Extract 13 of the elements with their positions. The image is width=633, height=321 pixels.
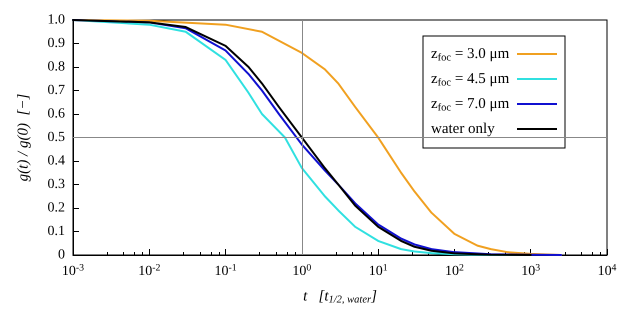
y-tick-label: 0.6: [48, 106, 65, 122]
y-tick-label: 1.0: [48, 12, 65, 28]
y-tick-label: 0: [58, 248, 65, 262]
y-tick-label: 0.8: [48, 60, 65, 74]
y-tick-label: 0.7: [48, 83, 65, 98]
y-tick-label: 0.2: [48, 200, 65, 216]
legend-label: water only: [431, 121, 496, 137]
y-tick-label: 0.1: [48, 224, 65, 239]
y-tick-label: 0.4: [48, 154, 65, 168]
y-axis-title: g(t) / g(0) [−]: [16, 94, 32, 182]
y-tick-label: 0.5: [48, 130, 65, 145]
y-tick-label: 0.9: [48, 36, 65, 51]
y-tick-label: 0.3: [48, 177, 65, 192]
